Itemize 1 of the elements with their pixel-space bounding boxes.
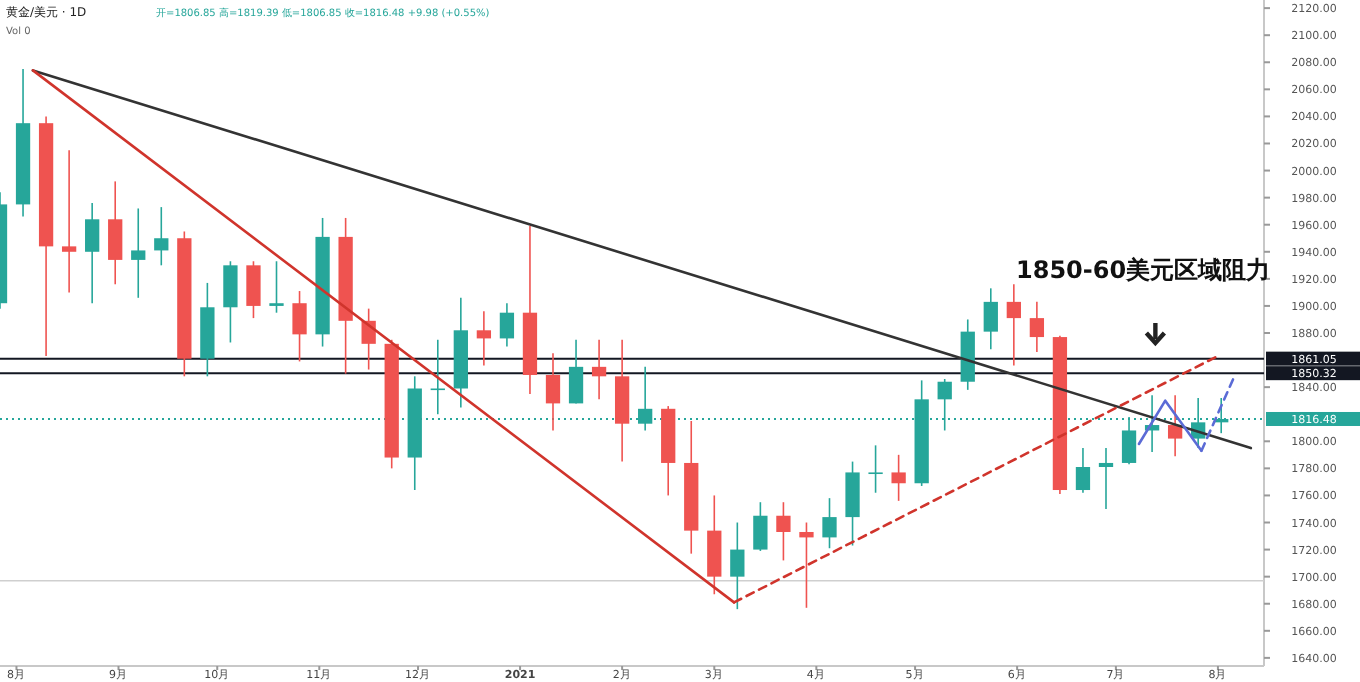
annotation: 1850-60美元区域阻力 [1016,256,1271,284]
